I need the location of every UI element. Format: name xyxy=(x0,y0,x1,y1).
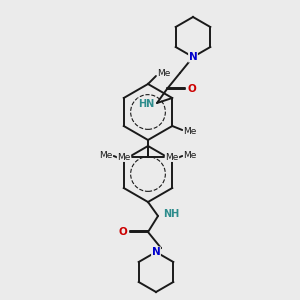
Text: Me: Me xyxy=(117,152,131,161)
Text: N: N xyxy=(189,52,197,62)
Text: NH: NH xyxy=(163,209,179,219)
Text: N: N xyxy=(152,247,160,257)
Text: O: O xyxy=(118,227,127,237)
Text: Me: Me xyxy=(184,127,197,136)
Text: Me: Me xyxy=(157,70,171,79)
Text: Me: Me xyxy=(184,151,197,160)
Text: Me: Me xyxy=(165,152,179,161)
Text: Me: Me xyxy=(99,151,112,160)
Text: HN: HN xyxy=(138,99,154,109)
Text: O: O xyxy=(188,84,196,94)
